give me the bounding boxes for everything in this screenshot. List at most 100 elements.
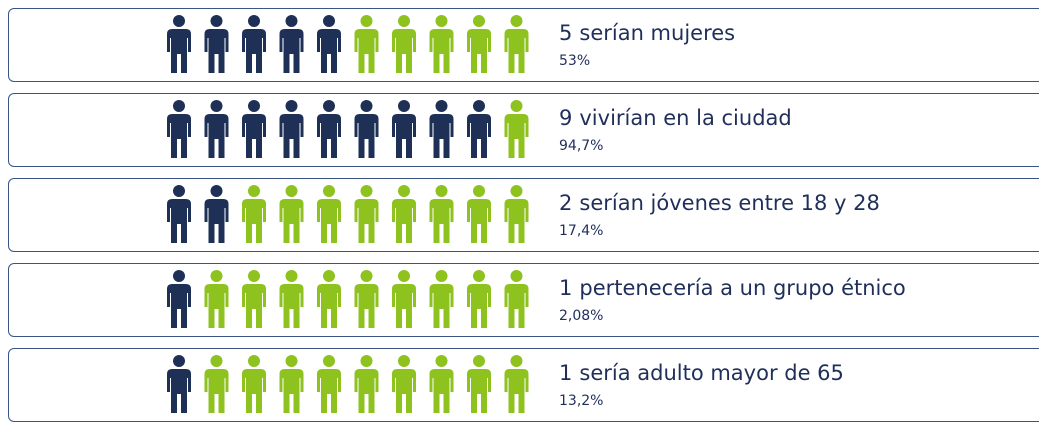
person-icon xyxy=(317,100,341,158)
person-body xyxy=(392,114,416,158)
person-icon xyxy=(167,355,191,413)
person-icon xyxy=(467,100,491,158)
person-icon xyxy=(392,185,416,243)
person-icon xyxy=(317,185,341,243)
person-head xyxy=(248,270,260,282)
stat-label: 1 sería adulto mayor de 65 xyxy=(559,361,844,385)
person-icon xyxy=(504,100,529,158)
person-icon xyxy=(242,355,266,413)
person-body xyxy=(317,29,341,73)
person-body xyxy=(242,369,266,413)
person-icon xyxy=(279,100,304,158)
person-icon xyxy=(204,185,229,243)
person-body xyxy=(504,284,529,328)
person-head xyxy=(323,100,335,112)
person-head xyxy=(323,270,335,282)
person-head xyxy=(473,100,485,112)
person-icon xyxy=(204,15,229,73)
person-head xyxy=(398,100,410,112)
person-head xyxy=(510,185,523,197)
person-head xyxy=(398,355,410,367)
pictogram xyxy=(167,355,529,413)
stat-percent: 13,2% xyxy=(559,393,604,409)
stat-percent: 17,4% xyxy=(559,223,604,239)
person-icon xyxy=(392,270,416,328)
stat-row: 2 serían jóvenes entre 18 y 28 17,4% xyxy=(8,178,1039,252)
person-icon xyxy=(354,270,379,328)
person-body xyxy=(429,199,454,243)
person-body xyxy=(429,29,454,73)
person-head xyxy=(173,15,185,27)
stat-count: 1 xyxy=(559,361,573,385)
person-body xyxy=(467,369,491,413)
person-head xyxy=(435,15,448,27)
person-icon xyxy=(354,355,379,413)
person-head xyxy=(173,100,185,112)
person-icon xyxy=(504,185,529,243)
person-body xyxy=(167,284,191,328)
person-body xyxy=(167,29,191,73)
person-body xyxy=(317,284,341,328)
person-body xyxy=(242,199,266,243)
stat-count: 9 xyxy=(559,106,573,130)
person-head xyxy=(510,355,523,367)
person-head xyxy=(398,270,410,282)
pictogram xyxy=(167,15,529,73)
stat-row: 1 sería adulto mayor de 65 13,2% xyxy=(8,348,1039,422)
person-icon xyxy=(167,270,191,328)
person-body xyxy=(317,369,341,413)
person-icon xyxy=(429,100,454,158)
person-body xyxy=(204,369,229,413)
person-body xyxy=(167,369,191,413)
person-body xyxy=(429,284,454,328)
stat-text: sería adulto mayor de 65 xyxy=(579,361,844,385)
stat-count: 2 xyxy=(559,191,573,215)
person-icon xyxy=(467,15,491,73)
person-body xyxy=(279,199,304,243)
person-head xyxy=(285,355,298,367)
person-body xyxy=(504,199,529,243)
stat-row: 5 serían mujeres 53% xyxy=(8,8,1039,82)
person-body xyxy=(467,199,491,243)
stat-text: serían jóvenes entre 18 y 28 xyxy=(579,191,880,215)
stat-text: vivirían en la ciudad xyxy=(579,106,792,130)
person-icon xyxy=(354,185,379,243)
person-body xyxy=(392,284,416,328)
person-icon xyxy=(504,270,529,328)
person-body xyxy=(354,114,379,158)
person-head xyxy=(435,100,448,112)
person-icon xyxy=(429,15,454,73)
person-body xyxy=(429,369,454,413)
person-head xyxy=(285,185,298,197)
person-icon xyxy=(467,185,491,243)
stat-percent: 94,7% xyxy=(559,138,604,154)
person-body xyxy=(279,29,304,73)
person-head xyxy=(360,185,373,197)
person-head xyxy=(173,185,185,197)
person-icon xyxy=(242,185,266,243)
person-icon xyxy=(467,270,491,328)
person-body xyxy=(354,199,379,243)
person-head xyxy=(210,355,223,367)
person-head xyxy=(435,355,448,367)
person-body xyxy=(354,369,379,413)
stat-count: 5 xyxy=(559,21,573,45)
person-head xyxy=(323,185,335,197)
person-head xyxy=(323,355,335,367)
person-body xyxy=(204,29,229,73)
person-head xyxy=(510,15,523,27)
person-head xyxy=(248,100,260,112)
person-head xyxy=(210,15,223,27)
person-icon xyxy=(392,355,416,413)
person-head xyxy=(285,15,298,27)
person-body xyxy=(167,199,191,243)
person-head xyxy=(473,270,485,282)
stat-percent: 2,08% xyxy=(559,308,604,324)
person-head xyxy=(398,15,410,27)
person-body xyxy=(354,284,379,328)
stat-label: 9 vivirían en la ciudad xyxy=(559,106,792,130)
person-head xyxy=(210,185,223,197)
stat-label: 5 serían mujeres xyxy=(559,21,735,45)
person-body xyxy=(204,114,229,158)
